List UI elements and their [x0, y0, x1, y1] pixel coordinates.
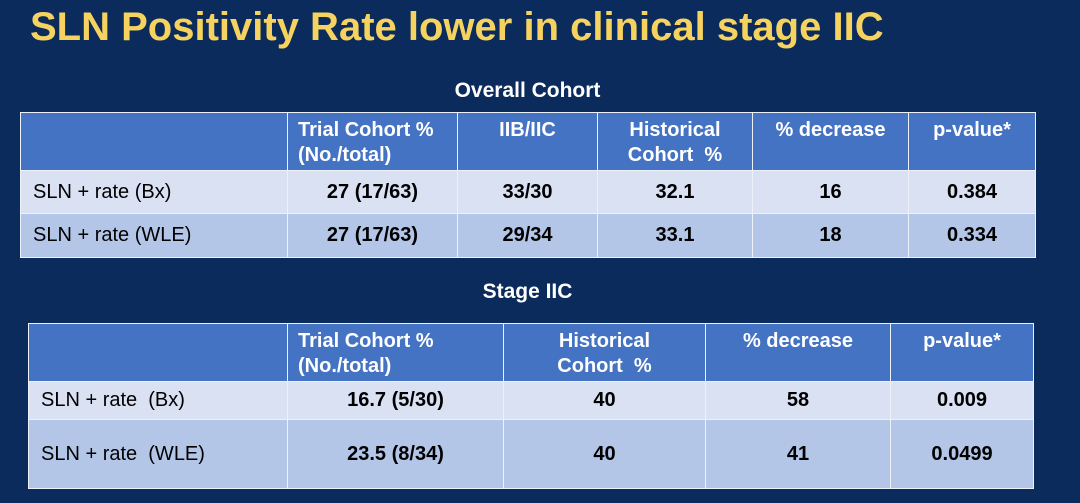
header-percent-decrease: % decrease [752, 112, 909, 171]
row-label: SLN + rate (WLE) [28, 419, 288, 489]
table-row-sln-wle: SLN + rate (WLE) 23.5 (8/34) 40 41 0.049… [28, 419, 1034, 489]
cell-trial-cohort: 23.5 (8/34) [287, 419, 504, 489]
header-empty-cell [28, 323, 288, 382]
header-historical-cohort: Historical Cohort % [503, 323, 706, 382]
cell-iib-iic: 33/30 [457, 170, 598, 214]
table-row-sln-bx: SLN + rate (Bx) 16.7 (5/30) 40 58 0.009 [28, 381, 1034, 420]
table-header-row: Trial Cohort % (No./total) Historical Co… [28, 323, 1034, 382]
header-p-value: p-value* [890, 323, 1034, 382]
cell-p-value: 0.384 [908, 170, 1036, 214]
header-empty-cell [20, 112, 288, 171]
header-trial-cohort: Trial Cohort % (No./total) [287, 112, 458, 171]
page-title: SLN Positivity Rate lower in clinical st… [30, 5, 884, 49]
stage-iic-table: Trial Cohort % (No./total) Historical Co… [28, 323, 1034, 489]
cell-p-value: 0.334 [908, 213, 1036, 258]
stage-iic-heading: Stage IIC [482, 280, 573, 303]
row-label: SLN + rate (Bx) [28, 381, 288, 420]
cell-decrease: 16 [752, 170, 909, 214]
header-historical-cohort: Historical Cohort % [597, 112, 753, 171]
overall-cohort-heading: Overall Cohort [454, 79, 601, 102]
header-p-value: p-value* [908, 112, 1036, 171]
table-row-sln-bx: SLN + rate (Bx) 27 (17/63) 33/30 32.1 16… [20, 170, 1036, 214]
cell-historical: 40 [503, 381, 706, 420]
header-percent-decrease: % decrease [705, 323, 891, 382]
row-label: SLN + rate (Bx) [20, 170, 288, 214]
cell-decrease: 58 [705, 381, 891, 420]
cell-historical: 32.1 [597, 170, 753, 214]
cell-decrease: 18 [752, 213, 909, 258]
cell-historical: 33.1 [597, 213, 753, 258]
cell-decrease: 41 [705, 419, 891, 489]
table-header-row: Trial Cohort % (No./total) IIB/IIC Histo… [20, 112, 1036, 171]
cell-iib-iic: 29/34 [457, 213, 598, 258]
header-trial-cohort: Trial Cohort % (No./total) [287, 323, 504, 382]
cell-p-value: 0.009 [890, 381, 1034, 420]
overall-cohort-table: Trial Cohort % (No./total) IIB/IIC Histo… [20, 112, 1036, 258]
table-row-sln-wle: SLN + rate (WLE) 27 (17/63) 29/34 33.1 1… [20, 213, 1036, 258]
cell-p-value: 0.0499 [890, 419, 1034, 489]
cell-historical: 40 [503, 419, 706, 489]
cell-trial-cohort: 27 (17/63) [287, 170, 458, 214]
cell-trial-cohort: 27 (17/63) [287, 213, 458, 258]
header-iib-iic: IIB/IIC [457, 112, 598, 171]
cell-trial-cohort: 16.7 (5/30) [287, 381, 504, 420]
row-label: SLN + rate (WLE) [20, 213, 288, 258]
